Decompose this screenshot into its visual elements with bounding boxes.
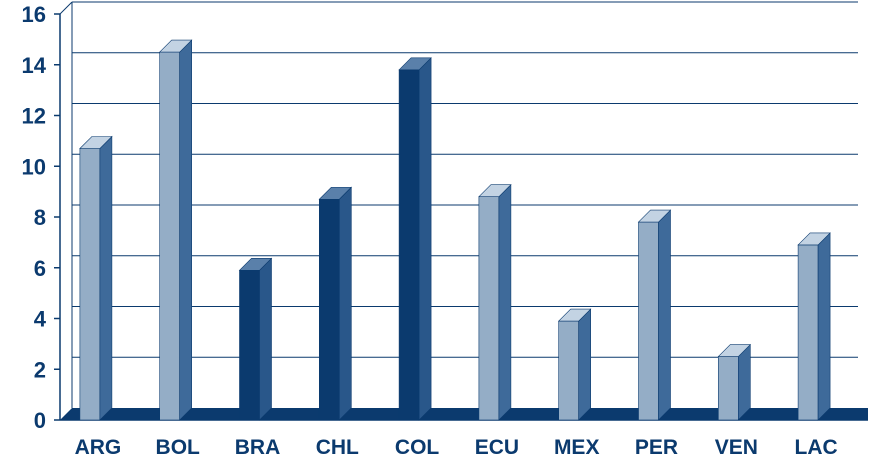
bar-front-per [638,221,659,421]
bar-top-col [398,57,432,71]
bar-ven [717,343,752,421]
bar-side-bol [179,39,192,421]
y-axis-top-edge [59,1,73,15]
x-tick-labels: ARG BOL BRA CHL COL ECU MEX PER VEN LAC [75,436,838,459]
y-tick-label-10: 10 [22,154,46,179]
bar-bol [158,39,193,421]
bar-top-bol [158,39,193,53]
bar-ecu [478,183,512,421]
bar-side-per [658,209,671,421]
bar-front-chl [318,198,340,421]
bar-side-bra [259,257,272,421]
gridlines [72,1,858,358]
x-tick-label-ecu: ECU [475,436,519,459]
x-tick-label-arg: ARG [75,436,122,459]
x-tick-label-bol: BOL [156,436,201,459]
bar-lac [797,232,831,421]
bar-front-col [398,69,420,421]
y-tick-label-14: 14 [22,53,47,78]
bar-arg [79,135,113,421]
bars [79,39,831,421]
bar-front-ecu [478,196,500,421]
bar-side-col [418,57,432,421]
x-tick-label-col: COL [395,436,440,459]
bar-per [637,209,672,421]
y-tick-label-4: 4 [34,307,47,332]
bar-side-ecu [498,183,512,421]
y-tick-label-6: 6 [34,256,46,281]
bar-front-mex [558,320,580,421]
bar-front-bol [159,51,180,421]
x-tick-label-mex: MEX [554,436,600,459]
bar-side-lac [817,232,831,421]
bar-front-arg [79,148,101,421]
y-tick-label-0: 0 [34,408,46,433]
y-tick-labels: 0 2 4 6 8 10 12 14 16 [22,2,47,433]
bar-top-bra [238,257,273,271]
bar-side-ven [737,343,751,421]
bar-top-ecu [478,184,512,197]
x-tick-label-ven: VEN [715,436,758,459]
x-tick-label-per: PER [635,436,678,459]
bar-front-lac [797,244,819,421]
bar-top-per [637,209,672,223]
y-tick-label-8: 8 [34,205,46,230]
y-tick-label-2: 2 [34,357,46,382]
bar-front-ven [717,356,739,421]
bar-top-mex [557,308,592,322]
bar-top-ven [717,344,752,357]
y-axis [54,1,73,421]
bar-col [398,57,432,421]
bar-side-chl [338,186,352,421]
bar-bra [238,257,273,421]
bar-side-mex [578,308,592,421]
bar-chl [318,186,353,421]
x-tick-label-bra: BRA [235,436,281,459]
bar-top-arg [79,136,113,149]
bar-top-lac [797,232,831,246]
x-tick-label-chl: CHL [316,436,359,459]
y-tick-label-16: 16 [22,2,46,27]
y-tick-label-12: 12 [22,104,46,129]
bar-front-bra [239,269,260,421]
bar-mex [557,308,592,421]
x-tick-label-lac: LAC [795,436,838,459]
bar-side-arg [99,135,113,421]
bar-top-chl [318,186,353,200]
